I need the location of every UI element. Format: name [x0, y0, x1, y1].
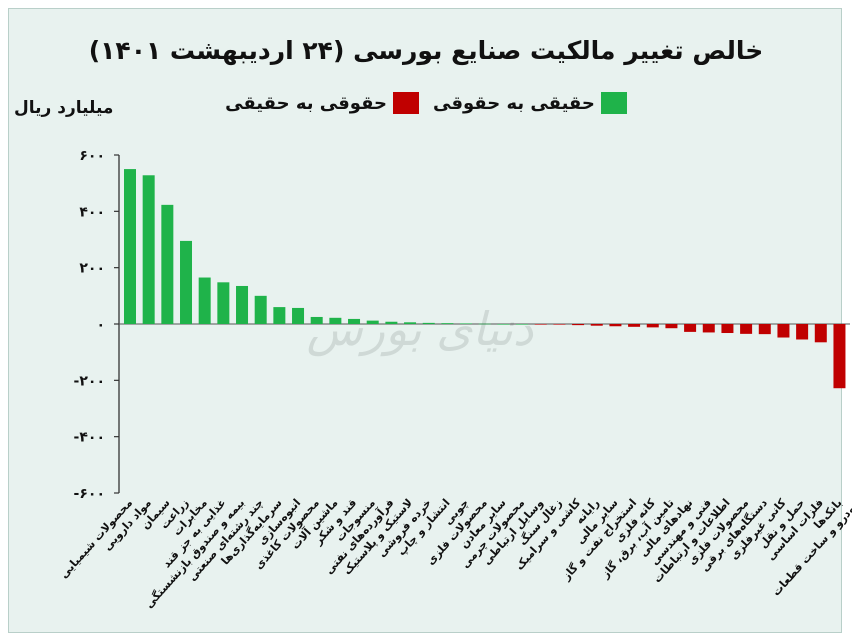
- bar: [516, 324, 529, 325]
- watermark-text: دنیای بورس: [307, 302, 534, 357]
- bar: [348, 318, 361, 324]
- bar: [198, 277, 211, 324]
- y-tick-label: -۲۰۰: [74, 373, 105, 389]
- bar: [590, 324, 603, 326]
- bar: [740, 324, 753, 334]
- bar: [628, 324, 641, 327]
- bar: [254, 295, 267, 324]
- bar: [796, 324, 809, 340]
- bar: [329, 317, 342, 324]
- bar: [758, 324, 771, 335]
- bar: [721, 324, 734, 334]
- bar: [665, 324, 678, 329]
- y-tick-label: -۴۰۰: [74, 430, 105, 446]
- legend-swatch-red: [393, 92, 419, 114]
- bar: [385, 321, 398, 324]
- legend-swatch-green: [600, 92, 627, 114]
- bar: [124, 169, 136, 324]
- bar: [478, 323, 491, 325]
- bar: [217, 282, 230, 324]
- y-tick-label: ۴۰۰: [79, 204, 105, 220]
- bar: [292, 307, 305, 324]
- bar: [572, 324, 585, 326]
- legend-label-red: حقوقی به حقیقی: [225, 92, 387, 114]
- bar: [422, 322, 435, 324]
- y-tick-label: -۶۰۰: [74, 486, 105, 502]
- bar: [777, 324, 790, 338]
- bar: [310, 316, 323, 324]
- bar: [236, 285, 249, 324]
- bar: [609, 324, 622, 327]
- bar: [180, 240, 193, 324]
- bar: [404, 322, 417, 324]
- bar: [460, 323, 473, 325]
- bar: [497, 324, 510, 325]
- bar: [142, 175, 155, 324]
- y-tick-label: ۶۰۰: [79, 148, 105, 164]
- bar: [833, 324, 846, 389]
- bar: [814, 324, 827, 343]
- bar: [553, 324, 566, 325]
- y-axis-label: میلیارد ریال: [14, 98, 114, 118]
- bar: [273, 307, 286, 324]
- bar: [702, 324, 715, 333]
- legend-label-green: حقیقی به حقوقی: [433, 92, 595, 114]
- bar: [441, 323, 454, 324]
- bar: [646, 324, 659, 328]
- legend-item-red: حقوقی به حقیقی: [225, 92, 419, 114]
- legend: حقیقی به حقوقی حقوقی به حقیقی: [0, 92, 852, 114]
- bar: [161, 204, 174, 324]
- bar: [684, 324, 697, 332]
- bar: [366, 320, 379, 324]
- y-tick-label: ۲۰۰: [79, 261, 105, 277]
- y-tick-label: ۰: [96, 317, 105, 333]
- bar: [534, 324, 547, 325]
- chart-title: خالص تغییر مالکیت صنایع بورسی (۲۴ اردیبه…: [88, 36, 764, 65]
- legend-item-green: حقیقی به حقوقی: [433, 92, 627, 114]
